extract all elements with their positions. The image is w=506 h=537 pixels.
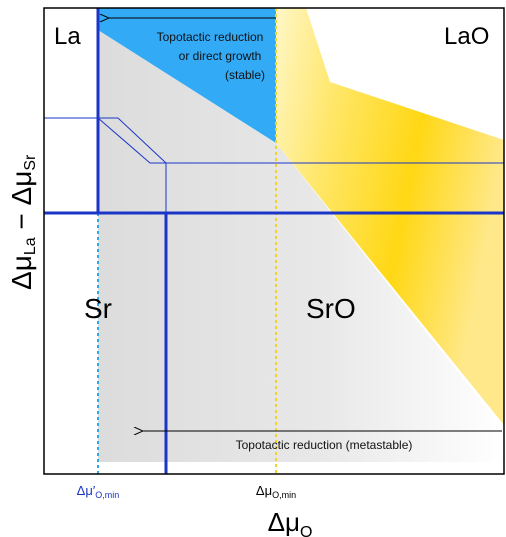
tick-omin: ΔμO,min [256,483,296,500]
annotation-top-line3: (stable) [225,68,265,82]
x-axis-label-sub: O [300,524,312,537]
tick-omin-main: Δμ [256,483,272,498]
tick-prime-omin-sub: O,min [95,490,119,500]
y-axis-label-part1: Δμ [6,255,37,290]
x-axis-label: ΔμO [268,507,313,537]
yellow-region [276,8,504,425]
y-axis-label-part2: − Δμ [6,170,37,238]
label-la: La [54,23,81,50]
y-axis-label: ΔμLa − ΔμSr [0,0,40,537]
tick-omin-sub: O,min [272,490,296,500]
gray-region [98,30,504,462]
tick-prime-omin: Δμ′O,min [77,483,120,500]
annotation-top-line2: or direct growth [179,49,262,63]
annotation-bottom: Topotactic reduction (metastable) [236,438,413,452]
thin-boundary-lower [44,117,167,213]
x-axis-label-main: Δμ [268,507,300,537]
plot-frame [43,7,505,475]
y-axis-label-sub1: La [22,237,39,256]
label-sro: SrO [306,293,356,324]
annotation-top-line1: Topotactic reduction [157,30,264,44]
label-sr: Sr [84,293,112,324]
label-lao: LaO [444,23,489,50]
tick-prime-omin-main: Δμ′ [77,483,96,498]
blue-region [98,8,276,143]
y-axis-label-sub2: Sr [22,154,39,171]
